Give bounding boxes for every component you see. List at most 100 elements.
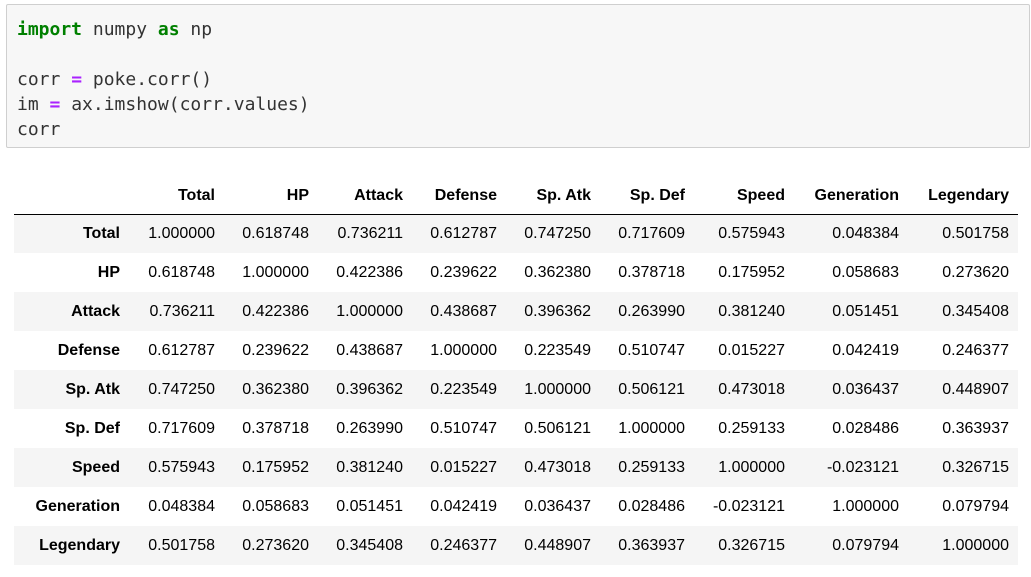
table-cell: 0.422386 bbox=[242, 302, 309, 320]
table-cell: -0.023121 bbox=[826, 458, 899, 476]
code-line-5: corr bbox=[17, 119, 61, 140]
table-cell: 0.501758 bbox=[148, 536, 215, 554]
table-body: Total 1.000000 0.618748 0.736211 0.612787 0.7… bbox=[14, 214, 1018, 565]
table-cell: 0.362380 bbox=[242, 380, 309, 398]
table-cell: 0.422386 bbox=[336, 263, 403, 281]
table-cell: 0.048384 bbox=[148, 497, 215, 515]
table-cell: 0.079794 bbox=[832, 536, 899, 554]
table-cell: 0.448907 bbox=[942, 380, 1009, 398]
table-cell: 0.378718 bbox=[618, 263, 685, 281]
column-header: Total bbox=[129, 178, 224, 215]
table-cell: 0.028486 bbox=[832, 419, 899, 437]
row-label: Sp. Def bbox=[64, 419, 120, 437]
table-cell: 0.438687 bbox=[336, 341, 403, 359]
table-cell: 0.448907 bbox=[524, 536, 591, 554]
table-cell: 1.000000 bbox=[148, 224, 215, 242]
row-label: Legendary bbox=[39, 536, 120, 554]
code-line-2-blank bbox=[17, 42, 1019, 67]
code-line-1: import numpy as np bbox=[17, 17, 1019, 42]
table-cell: 0.051451 bbox=[832, 302, 899, 320]
table-row: Generation 0.048384 0.058683 0.051451 0.0424… bbox=[14, 487, 1018, 526]
table-cell: 0.378718 bbox=[242, 419, 309, 437]
table-cell: 0.175952 bbox=[242, 458, 309, 476]
row-label: Sp. Atk bbox=[65, 380, 120, 398]
table-cell: 0.036437 bbox=[524, 497, 591, 515]
operator-assign: = bbox=[71, 69, 83, 90]
table-cell: 0.058683 bbox=[832, 263, 899, 281]
table-cell: 0.747250 bbox=[148, 380, 215, 398]
table-row: Defense 0.612787 0.239622 0.438687 1.000000 0… bbox=[14, 331, 1018, 370]
table-cell: 0.506121 bbox=[618, 380, 685, 398]
table-cell: 0.239622 bbox=[430, 263, 497, 281]
table-cell: 0.381240 bbox=[718, 302, 785, 320]
table-cell: 0.396362 bbox=[336, 380, 403, 398]
table-cell: 0.223549 bbox=[524, 341, 591, 359]
table-cell: 1.000000 bbox=[618, 419, 685, 437]
operator-assign: = bbox=[49, 94, 61, 115]
table-cell: 0.736211 bbox=[337, 224, 403, 242]
table-cell: 0.259133 bbox=[718, 419, 785, 437]
code-text: poke.corr() bbox=[82, 69, 213, 90]
table-cell: 0.363937 bbox=[942, 419, 1009, 437]
correlation-table: Total HP Attack Defense Sp. Atk Sp. Def … bbox=[14, 178, 1018, 565]
table-cell: 0.396362 bbox=[524, 302, 591, 320]
table-cell: 0.246377 bbox=[942, 341, 1009, 359]
keyword-import: import bbox=[17, 19, 83, 40]
table-cell: 0.048384 bbox=[832, 224, 899, 242]
code-line-4: im = ax.imshow(corr.values) bbox=[17, 92, 1019, 117]
table-cell: 0.042419 bbox=[832, 341, 899, 359]
table-cell: 0.501758 bbox=[942, 224, 1009, 242]
table-cell: 1.000000 bbox=[336, 302, 403, 320]
code-cell-input[interactable]: import numpy as np corr = poke.corr() im… bbox=[6, 4, 1030, 148]
column-header: Sp. Def bbox=[600, 178, 694, 215]
header-row: Total HP Attack Defense Sp. Atk Sp. Def … bbox=[14, 178, 1018, 215]
index-header bbox=[14, 178, 129, 215]
table-cell: -0.023121 bbox=[712, 497, 785, 515]
table-cell: 0.363937 bbox=[618, 536, 685, 554]
table-cell: 1.000000 bbox=[832, 497, 899, 515]
table-row: Total 1.000000 0.618748 0.736211 0.612787 0.7… bbox=[14, 214, 1018, 253]
table-row: HP 0.618748 1.000000 0.422386 0.239622 0.3623… bbox=[14, 253, 1018, 292]
table-cell: 0.345408 bbox=[336, 536, 403, 554]
table-cell: 0.079794 bbox=[942, 497, 1009, 515]
table-cell: 1.000000 bbox=[718, 458, 785, 476]
table-cell: 0.223549 bbox=[430, 380, 497, 398]
table-cell: 0.575943 bbox=[718, 224, 785, 242]
table-cell: 0.473018 bbox=[718, 380, 785, 398]
table-cell: 0.273620 bbox=[942, 263, 1009, 281]
row-label: Attack bbox=[71, 302, 120, 320]
table-cell: 0.612787 bbox=[148, 341, 215, 359]
keyword-as: as bbox=[157, 19, 180, 40]
column-header: Speed bbox=[694, 178, 794, 215]
table-cell: 0.618748 bbox=[242, 224, 309, 242]
table-row: Sp. Def 0.717609 0.378718 0.263990 0.510747 0… bbox=[14, 409, 1018, 448]
table-cell: 0.051451 bbox=[336, 497, 403, 515]
row-label: Defense bbox=[57, 341, 120, 359]
table-cell: 1.000000 bbox=[430, 341, 497, 359]
table-cell: 1.000000 bbox=[242, 263, 309, 281]
row-label: Speed bbox=[71, 458, 120, 476]
column-header: Legendary bbox=[908, 178, 1018, 215]
cell-output: Total HP Attack Defense Sp. Atk Sp. Def … bbox=[14, 178, 1018, 565]
table-cell: 0.618748 bbox=[148, 263, 215, 281]
table-row: Sp. Atk 0.747250 0.362380 0.396362 0.223549 1… bbox=[14, 370, 1018, 409]
table-cell: 0.326715 bbox=[942, 458, 1009, 476]
code-text: ax.imshow(corr.values) bbox=[60, 94, 310, 115]
row-label: HP bbox=[97, 263, 120, 281]
table-cell: 0.263990 bbox=[336, 419, 403, 437]
table-cell: 0.028486 bbox=[618, 497, 685, 515]
table-cell: 0.506121 bbox=[524, 419, 591, 437]
table-cell: 0.239622 bbox=[242, 341, 309, 359]
table-cell: 0.259133 bbox=[618, 458, 685, 476]
table-cell: 0.036437 bbox=[832, 380, 899, 398]
table-cell: 0.326715 bbox=[718, 536, 785, 554]
table-cell: 0.175952 bbox=[718, 263, 785, 281]
code-line-3: corr = poke.corr() bbox=[17, 67, 1019, 92]
table-cell: 0.263990 bbox=[618, 302, 685, 320]
column-header: HP bbox=[224, 178, 318, 215]
row-label: Total bbox=[82, 224, 120, 242]
table-cell: 0.473018 bbox=[524, 458, 591, 476]
column-header: Generation bbox=[794, 178, 908, 215]
code-text: np bbox=[179, 19, 213, 40]
table-cell: 1.000000 bbox=[942, 536, 1009, 554]
